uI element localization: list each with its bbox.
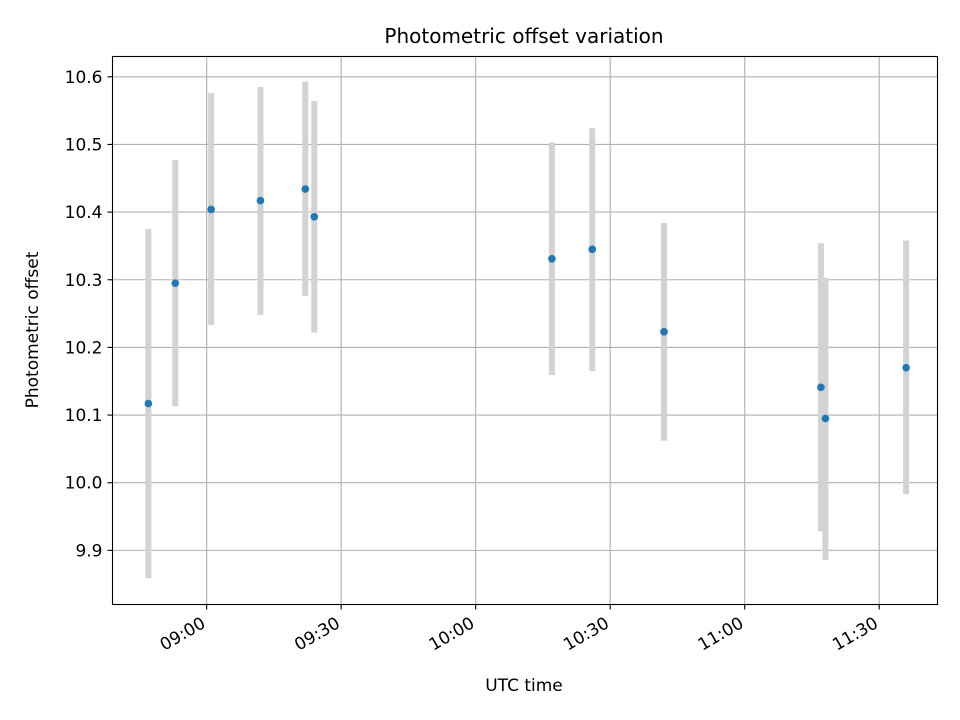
- y-tick-label: 10.3: [65, 271, 103, 291]
- y-tick-label: 10.4: [65, 203, 103, 223]
- y-tick-label: 10.2: [65, 338, 103, 358]
- chart-title: Photometric offset variation: [384, 24, 663, 48]
- data-point: [817, 383, 825, 392]
- data-point: [171, 279, 180, 287]
- grid: [112, 56, 938, 605]
- data-point: [310, 213, 319, 221]
- data-point: [821, 414, 830, 423]
- plot-frame: [111, 55, 939, 606]
- data-point: [301, 185, 310, 193]
- data-point: [256, 196, 265, 205]
- y-axis-label: Photometric offset: [23, 251, 43, 408]
- data-layer: [144, 81, 910, 579]
- x-axis-label: UTC time: [485, 676, 563, 696]
- data-point: [902, 363, 910, 372]
- data-point: [144, 399, 153, 408]
- data-point: [207, 205, 215, 214]
- y-tick-label: 10.5: [65, 135, 103, 155]
- y-tick-label: 10.0: [65, 474, 103, 494]
- data-point: [588, 245, 597, 254]
- y-tick-label: 9.9: [75, 541, 102, 561]
- data-point: [660, 328, 668, 336]
- y-tick-label: 10.6: [65, 68, 103, 88]
- data-point: [548, 254, 556, 263]
- y-tick-label: 10.1: [65, 406, 103, 426]
